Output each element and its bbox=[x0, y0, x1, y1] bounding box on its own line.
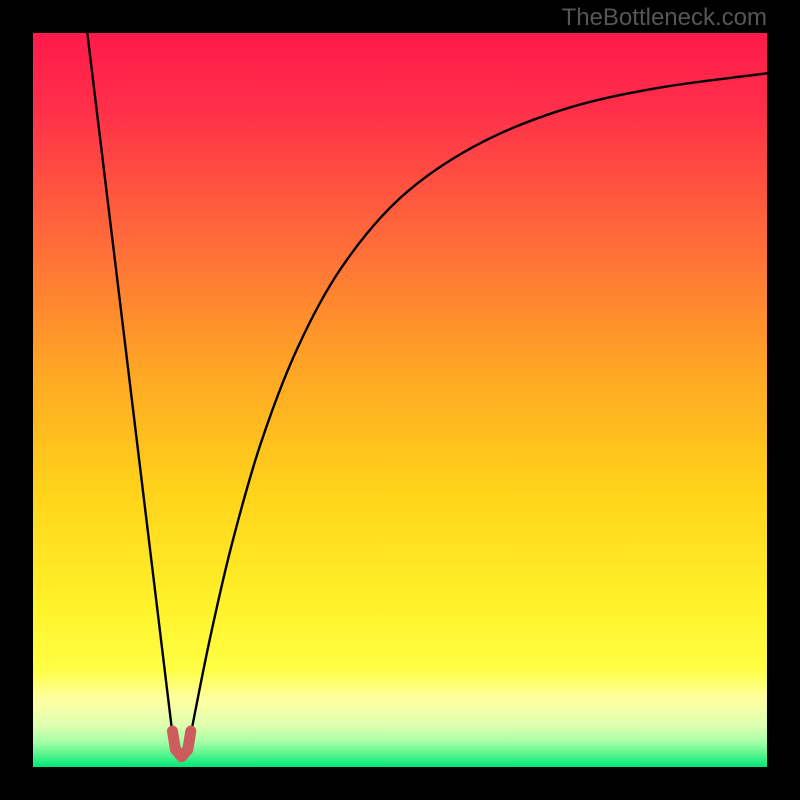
watermark-text: TheBottleneck.com bbox=[562, 4, 767, 32]
bottleneck-curve-right bbox=[191, 73, 767, 734]
curve-svg bbox=[0, 0, 800, 800]
bottleneck-curve-left bbox=[87, 33, 172, 734]
trough-marker bbox=[172, 731, 190, 757]
